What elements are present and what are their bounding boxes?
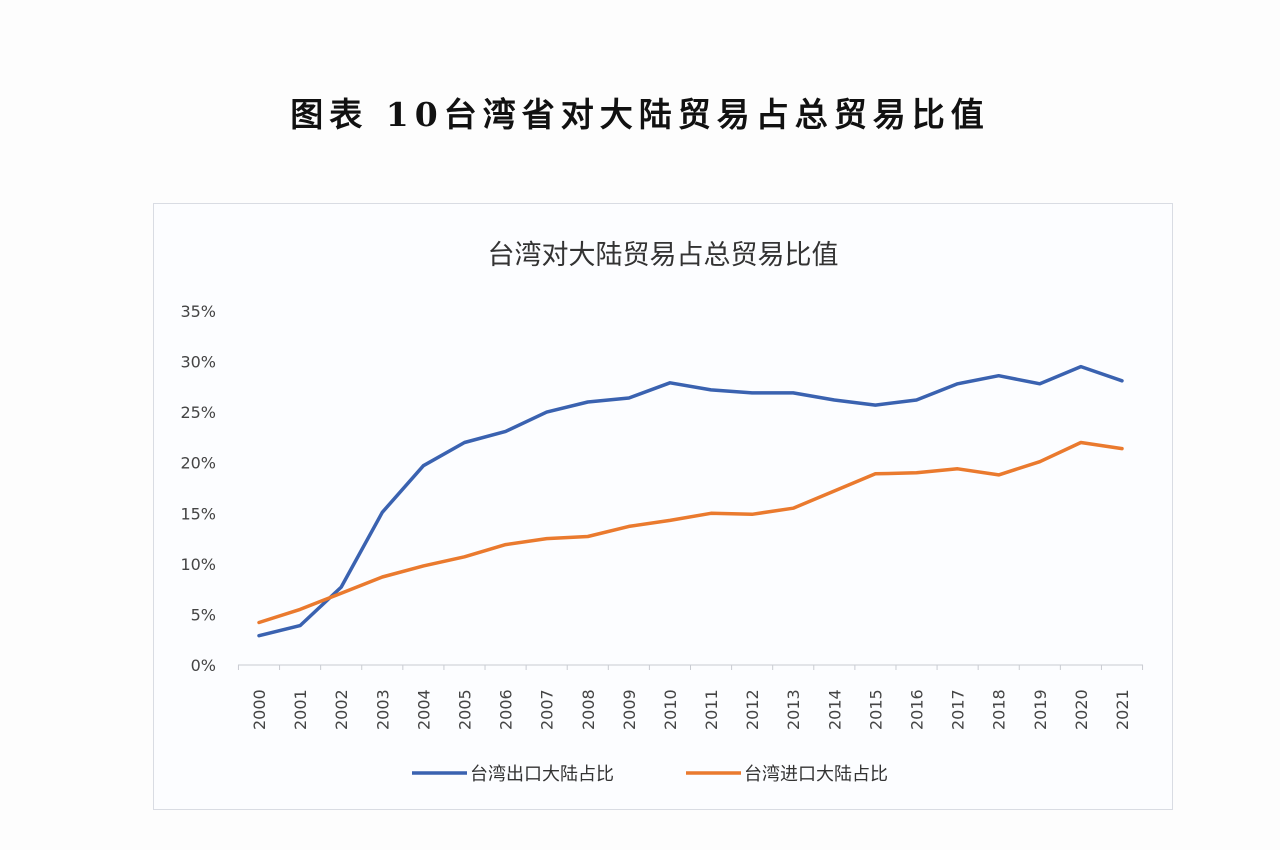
x-tick-label: 2008 (579, 689, 598, 730)
x-tick-label: 2014 (825, 689, 844, 730)
x-tick-label: 2004 (414, 689, 433, 730)
y-tick-label: 15% (180, 504, 216, 523)
y-tick-label: 0% (191, 656, 216, 675)
x-tick-label: 2019 (1031, 689, 1050, 730)
x-tick-label: 2017 (949, 689, 968, 730)
x-tick-label: 2015 (866, 689, 885, 730)
x-tick-label: 2009 (620, 689, 639, 730)
x-tick-label: 2007 (538, 689, 557, 730)
page-title: 图表 10台湾省对大陆贸易占总贸易比值 (290, 95, 990, 134)
legend-label-1: 台湾进口大陆占比 (744, 764, 888, 785)
x-tick-label: 2000 (250, 689, 269, 730)
series-line-0 (257, 364, 1124, 638)
x-tick-label: 2006 (497, 689, 516, 730)
x-tick-label: 2011 (702, 689, 721, 730)
chart-title: 台湾对大陆贸易占总贸易比值 (488, 240, 839, 271)
series-line-1 (257, 440, 1124, 625)
y-tick-label: 25% (180, 403, 216, 422)
x-tick-label: 2020 (1072, 689, 1091, 730)
chart-frame (153, 203, 1173, 810)
y-tick-label: 35% (180, 302, 216, 321)
x-tick-label: 2005 (455, 689, 474, 730)
x-tick-label: 2021 (1113, 689, 1132, 730)
y-tick-label: 30% (180, 353, 216, 372)
x-tick-label: 2001 (291, 689, 310, 730)
x-tick-label: 2012 (743, 689, 762, 730)
x-tick-label: 2002 (332, 689, 351, 730)
x-tick-label: 2013 (784, 689, 803, 730)
legend-label-0: 台湾出口大陆占比 (470, 764, 614, 785)
y-tick-label: 10% (180, 555, 216, 574)
x-tick-label: 2016 (908, 689, 927, 730)
x-tick-label: 2003 (373, 689, 392, 730)
x-tick-label: 2010 (661, 689, 680, 730)
y-tick-label: 20% (180, 454, 216, 473)
y-tick-label: 5% (191, 605, 216, 624)
x-tick-label: 2018 (990, 689, 1009, 730)
